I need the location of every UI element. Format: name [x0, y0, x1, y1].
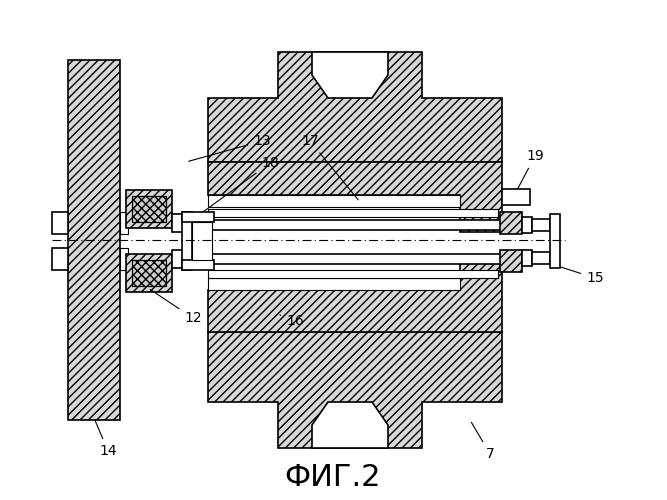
Bar: [126, 190, 172, 228]
Bar: [182, 260, 214, 270]
Bar: [120, 212, 128, 234]
Polygon shape: [208, 255, 502, 332]
Bar: [522, 250, 532, 266]
Bar: [502, 189, 530, 205]
Polygon shape: [208, 162, 502, 232]
Bar: [182, 254, 512, 264]
Bar: [132, 260, 166, 286]
Bar: [208, 278, 460, 290]
Text: 18: 18: [194, 156, 279, 218]
Bar: [132, 196, 166, 222]
Bar: [208, 209, 498, 217]
Bar: [550, 214, 560, 268]
Text: 14: 14: [95, 420, 117, 458]
Polygon shape: [312, 402, 388, 448]
Bar: [208, 195, 460, 207]
Bar: [208, 270, 498, 278]
Text: 17: 17: [301, 134, 358, 200]
Text: 7: 7: [472, 422, 494, 461]
Text: 16: 16: [280, 314, 304, 328]
Bar: [132, 260, 166, 286]
Bar: [120, 248, 128, 270]
Text: 15: 15: [548, 263, 604, 285]
Bar: [172, 214, 186, 232]
Bar: [500, 212, 522, 234]
Bar: [182, 220, 512, 230]
Text: 13: 13: [189, 134, 271, 162]
Bar: [52, 212, 68, 234]
Bar: [500, 250, 522, 272]
Polygon shape: [208, 52, 502, 162]
Bar: [532, 219, 550, 231]
Polygon shape: [312, 52, 388, 98]
Bar: [68, 60, 120, 420]
Bar: [182, 212, 214, 222]
Bar: [52, 248, 68, 270]
Bar: [132, 196, 166, 222]
Bar: [192, 222, 212, 260]
Polygon shape: [208, 332, 502, 448]
Bar: [522, 217, 532, 233]
Bar: [182, 212, 192, 270]
Bar: [126, 254, 172, 292]
Text: 12: 12: [150, 290, 202, 325]
Bar: [532, 252, 550, 264]
Text: ФИГ.2: ФИГ.2: [285, 464, 382, 492]
Text: 19: 19: [518, 149, 544, 190]
Bar: [172, 250, 186, 268]
